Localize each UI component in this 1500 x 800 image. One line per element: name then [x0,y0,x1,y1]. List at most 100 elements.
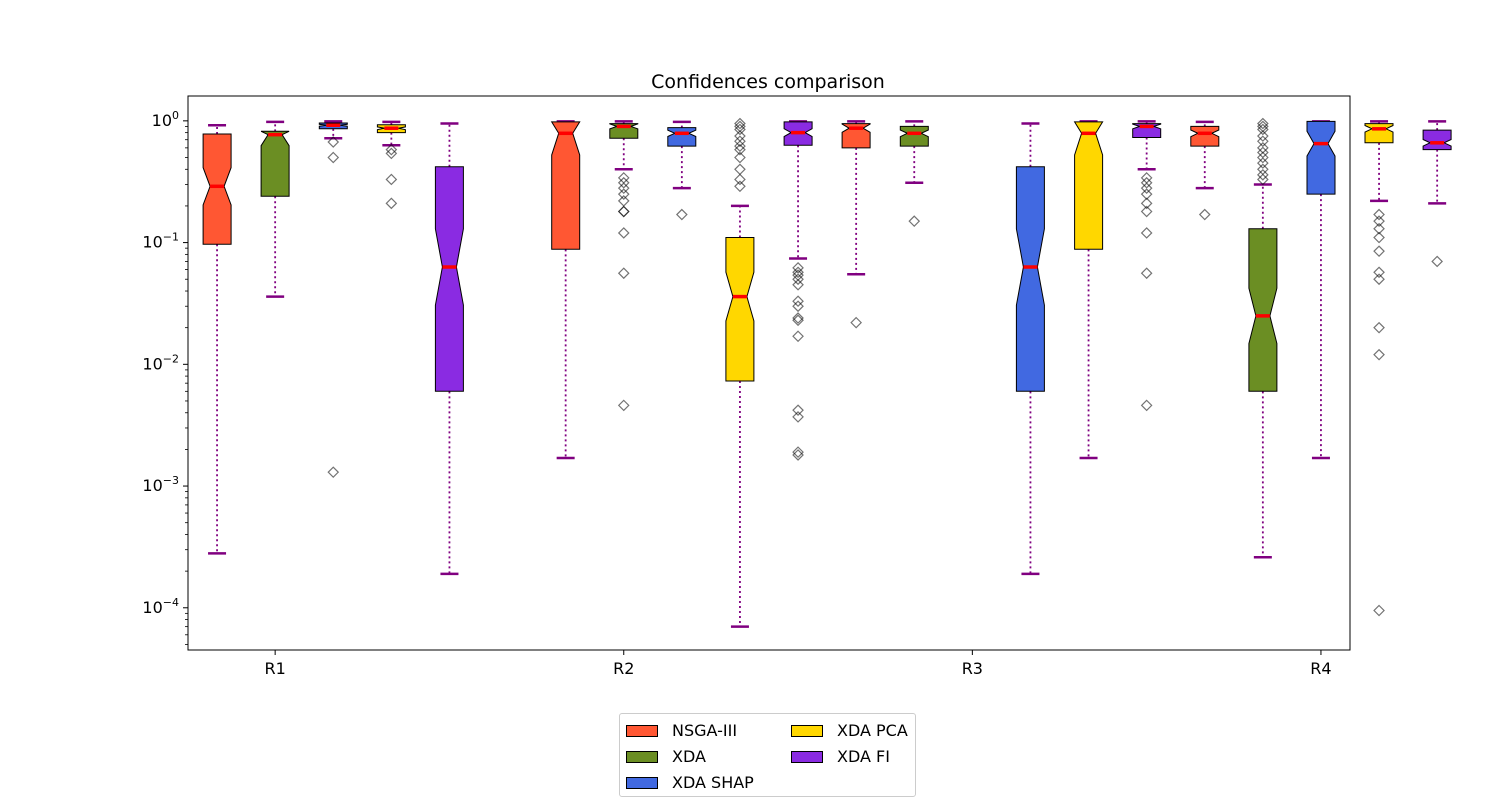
y-tick-label: 10−3 [142,474,179,495]
outlier-point [617,205,630,218]
legend-item-xda-pca: XDA PCA [791,721,908,740]
outlier-point [908,215,921,227]
outlier-point [792,295,804,308]
outlier-point [1140,176,1153,189]
box-xda-pca [376,120,406,210]
outlier-point [617,182,630,194]
outlier-point [1373,604,1385,617]
outlier-point [1373,215,1385,227]
outlier-point [617,227,630,239]
outlier-point [327,136,340,148]
outlier-point [734,163,746,176]
legend-swatch [626,724,658,737]
outlier-point [1140,227,1153,239]
box-body [667,127,697,147]
outlier-point [676,208,688,221]
outlier-point [1373,245,1385,258]
legend-label: XDA SHAP [672,773,754,792]
outlier-point [734,123,746,136]
box-xda-pca [725,117,755,628]
outlier-point [617,195,630,207]
outlier-point [792,411,804,423]
box-body [1015,166,1045,392]
box-xda-shap [667,120,697,221]
outlier-point [1257,120,1269,133]
y-tick-label: 10−4 [142,596,179,617]
outlier-point [792,269,804,282]
box-xda-pca [1364,120,1394,617]
outlier-point [327,466,340,479]
outlier-point [385,143,398,156]
outlier-point [1373,222,1385,235]
legend-item-xda: XDA [626,747,706,766]
outlier-point [385,197,398,210]
box-body [434,166,464,392]
outlier-point [617,188,630,200]
outlier-point [792,314,804,327]
box-xda-fi [783,120,813,461]
chart-title: Confidences comparison [651,71,885,93]
box-body [260,130,290,197]
outlier-point [792,330,804,343]
legend-swatch [626,750,658,763]
outlier-point [1373,231,1385,244]
outlier-point [734,135,746,148]
box-xda-shap [318,120,348,479]
legend-label: XDA PCA [837,721,908,740]
outlier-point [850,316,862,329]
box-nsga-iii [841,120,871,329]
box-body [1190,125,1220,147]
outlier-point [1257,173,1269,186]
outlier-point [792,404,804,417]
x-tick-label: R3 [962,659,983,678]
x-tick-label: R4 [1310,659,1331,678]
outlier-point [792,300,804,313]
outlier-point [1140,197,1153,210]
y-tick-label: 100 [152,109,179,130]
outlier-point [1198,208,1211,221]
box-body [1306,120,1336,195]
legend-swatch [791,750,823,763]
outlier-point [617,176,630,189]
outlier-point [1257,123,1269,136]
outlier-point [1373,348,1385,361]
outlier-point [617,205,630,218]
outlier-point [617,267,630,280]
legend-swatch [791,724,823,737]
outlier-point [1257,135,1269,148]
legend-item-nsga-iii: NSGA-III [626,721,737,740]
box-body [1248,228,1278,392]
outlier-point [1257,130,1269,142]
outlier-point [1373,208,1385,221]
outlier-point [792,278,804,291]
outlier-point [385,147,398,160]
outlier-point [1140,205,1153,218]
box-body [1364,123,1394,144]
legend-item-xda-fi: XDA FI [791,747,890,766]
outlier-point [734,151,746,164]
plot-area [202,117,1452,628]
outlier-point [792,273,804,286]
box-xda [1248,117,1278,559]
outlier-point [734,120,746,133]
y-tick-label: 10−2 [142,352,179,373]
outlier-point [1257,117,1269,130]
outlier-point [734,143,746,156]
outlier-point [1373,266,1385,279]
box-xda-fi [1132,120,1162,412]
box-body [725,237,755,382]
axes: 100 10−1 10−2 10−3 10−4 R1 R2 R3 R4 [142,109,1331,678]
outlier-point [734,140,746,152]
outlier-point [1140,267,1153,280]
legend: NSGA-III XDA XDA SHAP XDA PCA XDA FI [619,713,916,797]
box-nsga-iii [1190,120,1220,221]
box-xda-fi [1422,120,1452,268]
outlier-point [1373,321,1385,334]
box-body [1073,121,1104,250]
outlier-point [792,262,804,274]
box-xda [260,120,290,298]
outlier-point [734,180,746,193]
outlier-point [792,266,804,279]
outlier-point [617,399,630,412]
